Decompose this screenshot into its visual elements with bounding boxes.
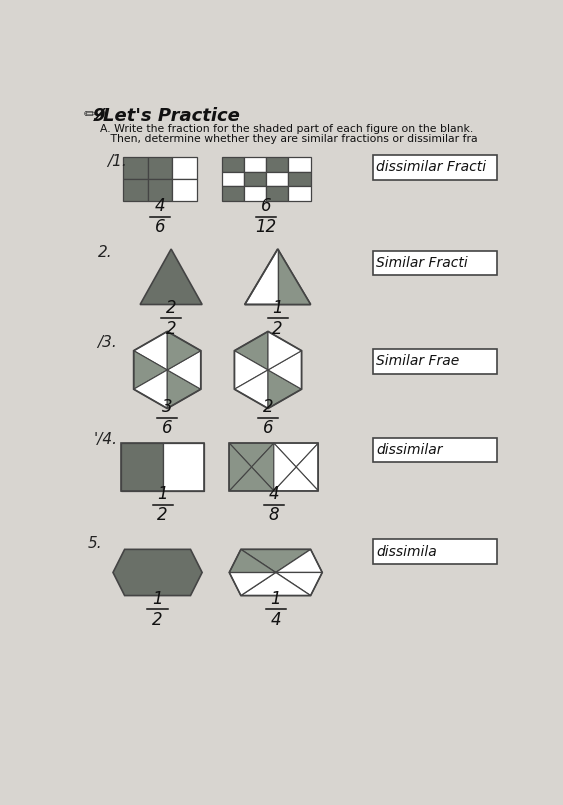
Text: 1: 1 [157,485,168,503]
Text: 1: 1 [270,590,281,608]
Polygon shape [268,351,302,389]
Bar [221,157,244,171]
Text: Similar Frae: Similar Frae [377,354,460,369]
Text: 9: 9 [92,106,105,125]
Bar [172,179,196,201]
Text: ✏: ✏ [83,107,96,122]
Text: /3.: /3. [97,336,117,350]
Text: 4: 4 [269,485,279,503]
Polygon shape [133,370,167,408]
Text: 6: 6 [261,197,271,215]
Polygon shape [133,351,167,389]
Text: 12: 12 [256,218,276,236]
Text: dissimila: dissimila [377,545,437,559]
Bar [288,171,311,187]
Bar [288,157,311,171]
Bar [244,187,266,201]
Bar [373,539,497,564]
Bar [120,443,163,491]
Text: 1: 1 [152,590,163,608]
Text: Let's Practice: Let's Practice [103,106,240,125]
Polygon shape [252,443,274,491]
Polygon shape [234,351,268,389]
Polygon shape [276,549,322,572]
Text: 6: 6 [162,419,173,437]
Polygon shape [167,351,201,389]
Text: 3: 3 [162,398,173,416]
Polygon shape [234,332,268,370]
Text: 6: 6 [263,419,273,437]
Polygon shape [167,332,201,370]
Text: 2.: 2. [97,246,112,260]
Polygon shape [278,249,311,304]
Polygon shape [229,572,276,596]
Text: 2: 2 [263,398,273,416]
Polygon shape [241,549,311,572]
Bar [266,187,288,201]
Text: 6: 6 [155,218,165,236]
Bar [288,187,311,201]
Text: dissimilar: dissimilar [377,443,443,457]
Text: A. Write the fraction for the shaded part of each figure on the blank.: A. Write the fraction for the shaded par… [100,124,473,134]
Bar [266,157,288,171]
Text: 2: 2 [166,299,176,317]
Text: dissimilar Fracti: dissimilar Fracti [377,160,486,175]
Text: 8: 8 [269,506,279,524]
Polygon shape [140,249,202,304]
Polygon shape [268,370,302,408]
Bar [123,179,148,201]
Bar [148,157,172,179]
Text: 2: 2 [272,320,283,338]
Polygon shape [274,443,296,491]
Polygon shape [274,443,318,467]
Text: /1.: /1. [108,154,127,168]
Text: '/4.: '/4. [93,431,118,447]
Bar [120,443,204,491]
Text: 2: 2 [157,506,168,524]
Polygon shape [229,549,276,572]
Bar [373,155,497,180]
Bar [229,443,318,491]
Polygon shape [245,249,311,304]
Bar [148,179,172,201]
Polygon shape [276,572,322,596]
Bar [373,349,497,374]
Bar [266,171,288,187]
Text: Then, determine whether they are similar fractions or dissimilar fra: Then, determine whether they are similar… [100,134,477,144]
Bar [172,157,196,179]
Polygon shape [133,332,167,370]
Bar [221,171,244,187]
Polygon shape [167,370,201,408]
Polygon shape [268,332,302,370]
Bar [123,157,148,179]
Text: Similar Fracti: Similar Fracti [377,256,468,270]
Polygon shape [113,549,202,596]
Bar [163,443,204,491]
Polygon shape [296,443,318,491]
Text: 5.: 5. [87,535,102,551]
Polygon shape [241,572,311,596]
Polygon shape [234,370,268,408]
Polygon shape [229,443,252,491]
Bar [373,438,497,462]
Text: 1: 1 [272,299,283,317]
Text: 4: 4 [270,611,281,629]
Polygon shape [229,467,274,491]
Bar [221,187,244,201]
Text: 4: 4 [155,197,165,215]
Polygon shape [229,443,274,467]
Text: 2: 2 [166,320,176,338]
Bar [244,171,266,187]
Bar [373,250,497,275]
Text: ⁄: ⁄ [99,106,101,125]
Polygon shape [274,467,318,491]
Bar [244,157,266,171]
Text: 2: 2 [152,611,163,629]
